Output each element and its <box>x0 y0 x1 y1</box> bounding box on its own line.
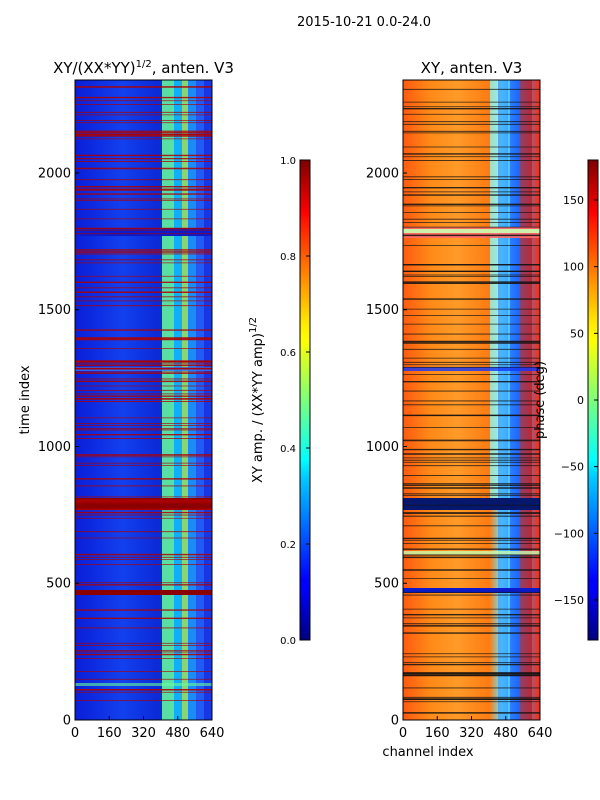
right-y-tick-label: 2000 <box>366 166 399 181</box>
left-heatmap-image <box>75 80 212 720</box>
right-colorbar-tick-label: 0 <box>577 394 584 407</box>
right-y-tick-label: 1500 <box>366 303 399 318</box>
left-colorbar-tick-label: 0.2 <box>280 540 296 551</box>
left-title-exponent: 1/2 <box>136 59 152 70</box>
left-y-tick-label: 1000 <box>38 440 71 455</box>
right-y-tick-label: 500 <box>374 577 399 592</box>
left-y-tick-label: 500 <box>46 577 71 592</box>
left-title-main: XY/(XX*YY) <box>53 59 136 77</box>
left-y-tick-label: 2000 <box>38 166 71 181</box>
right-x-tick-label: 160 <box>425 726 450 741</box>
right-heatmap-image <box>403 80 540 720</box>
left-x-tick-label: 640 <box>200 726 225 741</box>
right-x-tick-label: 0 <box>399 726 407 741</box>
left-x-ticks: 0 160 320 480 640 <box>71 716 225 741</box>
right-x-tick-label: 320 <box>459 726 484 741</box>
left-x-tick-label: 0 <box>71 726 79 741</box>
left-flag-lines <box>75 86 212 702</box>
left-title-suffix: , anten. V3 <box>152 59 234 77</box>
right-x-ticks: 0 160 320 480 640 <box>399 716 553 741</box>
right-colorbar-ticks: −150 −100 −50 0 50 100 150 <box>554 194 598 607</box>
right-colorbar-tick-label: −100 <box>554 527 584 540</box>
left-y-ticks: 0 500 1000 1500 2000 <box>38 166 79 729</box>
right-colorbar-label: phase (deg) <box>533 361 548 439</box>
right-colorbar-tick-label: 50 <box>570 327 584 340</box>
right-flag-lines <box>403 88 540 714</box>
left-x-tick-label: 480 <box>165 726 190 741</box>
right-x-tick-label: 640 <box>528 726 553 741</box>
right-x-axis-label: channel index <box>382 745 473 760</box>
right-x-tick-label: 480 <box>493 726 518 741</box>
left-colorbar-tick-label: 0.4 <box>280 444 296 455</box>
left-colorbar-tick-label: 0.0 <box>280 636 296 647</box>
left-y-tick-label: 0 <box>63 714 71 729</box>
left-colorbar: 0.0 0.2 0.4 0.6 0.8 1.0 XY amp. / (XX*YY amp)… <box>248 156 311 647</box>
right-colorbar: −150 −100 −50 0 50 100 150 phase (deg) <box>533 159 599 641</box>
left-panel-title: XY/(XX*YY)1/2, anten. V3 <box>53 59 234 77</box>
right-colorbar-tick-label: −50 <box>561 461 584 474</box>
left-colorbar-tick-label: 1.0 <box>280 156 296 167</box>
right-colorbar-tick-label: −150 <box>554 594 584 607</box>
figure-suptitle: 2015-10-21 0.0-24.0 <box>297 15 431 30</box>
right-colorbar-tick-label: 150 <box>563 194 584 207</box>
left-colorbar-ticks: 0.0 0.2 0.4 0.6 0.8 1.0 <box>280 156 310 647</box>
left-x-tick-label: 160 <box>97 726 122 741</box>
right-panel: XY, anten. V3 0 160 320 480 640 0 500 1000 1500… <box>366 59 553 760</box>
left-colorbar-label-main: XY amp. / (XX*YY amp) <box>251 333 266 483</box>
right-y-tick-label: 1000 <box>366 440 399 455</box>
left-colorbar-label-exponent: 1/2 <box>248 317 259 333</box>
left-panel: XY/(XX*YY)1/2, anten. V3 0 160 320 480 640 0… <box>18 59 234 741</box>
right-panel-title: XY, anten. V3 <box>421 59 523 77</box>
left-y-axis-label: time index <box>18 365 33 434</box>
right-y-tick-label: 0 <box>391 714 399 729</box>
right-colorbar-tick-label: 100 <box>563 261 584 274</box>
left-colorbar-tick-label: 0.6 <box>280 348 296 359</box>
left-colorbar-label: XY amp. / (XX*YY amp)1/2 <box>248 317 266 483</box>
left-y-tick-label: 1500 <box>38 303 71 318</box>
left-colorbar-tick-label: 0.8 <box>280 252 296 263</box>
right-y-ticks: 0 500 1000 1500 2000 <box>366 166 407 729</box>
left-x-tick-label: 320 <box>131 726 156 741</box>
